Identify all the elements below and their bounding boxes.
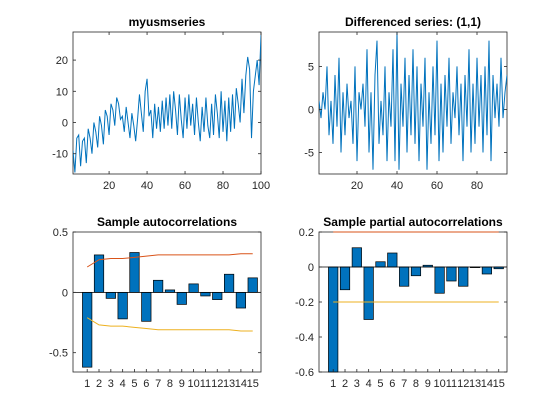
p4-xtick-label-14: 14: [481, 378, 493, 390]
p1-ytick-label: 0: [62, 118, 68, 130]
p4-bar-14: [481, 266, 492, 275]
p4-xtick-label-11: 11: [446, 378, 457, 390]
p2-series-line: [319, 32, 507, 170]
chart-sample-partial-autocorrelations: 1 2 3 4 5 6 7 8 9 10 11 12 13 14 15-0.6-0.4-0.200.2Sam…: [295, 215, 508, 390]
p3-xtick-label-7: 7: [155, 378, 161, 390]
p4-bar-6: [387, 252, 398, 268]
chart-myusmseries: 20 40 60 80 100 -10 0 10 20 myusmseries: [52, 15, 270, 192]
p4-title: Sample partial autocorrelations: [323, 215, 503, 229]
p4-xtick-label-7: 7: [401, 378, 407, 390]
p3-xtick-label-6: 6: [143, 378, 149, 390]
p3-title: Sample autocorrelations: [97, 215, 237, 229]
p3-xtick-label-12: 12: [211, 378, 223, 390]
p4-bar-2: [339, 266, 351, 291]
p4-ytick-label: -0.6: [295, 367, 314, 379]
p3-bar-12: [212, 291, 223, 300]
p1-ytick-label: 20: [56, 55, 68, 67]
p2-ytick-label: 5: [308, 61, 314, 73]
p1-xtick-label: 20: [103, 180, 115, 192]
p4-bar-1: [328, 266, 339, 373]
p3-bar-3: [105, 291, 116, 299]
p4-ytick-label: -0.2: [295, 297, 314, 309]
p4-xtick-label-5: 5: [377, 378, 383, 390]
p3-bar-1: [82, 291, 93, 368]
p1-axes-box: [72, 31, 262, 175]
p3-bar-11: [200, 291, 211, 297]
p1-title: myusmseries: [129, 15, 206, 29]
p3-bar-6: [141, 291, 152, 322]
p2-title: Differenced series: (1,1): [345, 15, 481, 29]
p3-lower-confidence-bound: [86, 317, 253, 332]
p3-bar-14: [235, 291, 246, 309]
p3-bar-4: [117, 291, 128, 320]
p1-ytick-label: -10: [52, 149, 68, 161]
p4-bar-12: [458, 266, 469, 287]
p2-xtick-label: 60: [431, 180, 443, 192]
p4-ytick-label: 0: [308, 262, 314, 274]
p3-bar-5: [129, 252, 140, 293]
p1-ytick-label: 10: [56, 86, 68, 98]
p3-xtick-label-3: 3: [108, 378, 114, 390]
p3-xtick-label-9: 9: [179, 378, 185, 390]
p3-xtick-label-2: 2: [96, 378, 102, 390]
p4-bar-7: [399, 266, 410, 287]
p4-xtick-label-8: 8: [413, 378, 419, 390]
p3-bar-7: [153, 279, 164, 293]
p4-xtick-label-9: 9: [425, 378, 431, 390]
p2-ytick-label: 0: [308, 104, 314, 116]
p3-xtick-label-11: 11: [200, 378, 211, 390]
p4-xtick-label-2: 2: [342, 378, 348, 390]
p1-xtick-label: 80: [217, 180, 229, 192]
p3-xtick-label-15: 15: [247, 378, 259, 390]
chart-differenced-series: 20 40 60 80 -5 0 5 Differenced series: (1,1): [304, 15, 508, 192]
p3-xtick-label-5: 5: [131, 378, 137, 390]
p4-bar-4: [363, 266, 374, 320]
p4-bar-10: [434, 266, 445, 294]
p4-xtick-label-4: 4: [366, 378, 372, 390]
p3-bar-10: [188, 283, 199, 293]
p3-axes-box: [72, 231, 262, 373]
p4-ytick-label: 0.2: [299, 227, 314, 239]
p2-ytick-label: -5: [304, 147, 314, 159]
p3-xtick-label-10: 10: [187, 378, 199, 390]
p2-xtick-label: 40: [391, 180, 403, 192]
p1-xtick-label: 60: [179, 180, 191, 192]
p3-bar-13: [224, 273, 235, 293]
p3-xtick-label-8: 8: [167, 378, 173, 390]
p4-bar-5: [375, 261, 386, 268]
p3-bar-15: [247, 277, 258, 293]
p2-xtick-label: 20: [351, 180, 363, 192]
p3-upper-confidence-bound: [86, 253, 253, 268]
p4-xtick-label-10: 10: [433, 378, 445, 390]
p4-xtick-label-12: 12: [457, 378, 469, 390]
p1-xtick-label: 40: [141, 180, 153, 192]
p1-series-line: [73, 35, 261, 173]
p3-xtick-label-14: 14: [235, 378, 247, 390]
p4-xtick-label-6: 6: [389, 378, 395, 390]
p3-xtick-label-13: 13: [223, 378, 235, 390]
p3-ytick-label: 0: [62, 287, 68, 299]
p4-ytick-label: -0.4: [295, 332, 314, 344]
p4-xtick-label-1: 1: [330, 378, 336, 390]
p2-xtick-label: 80: [471, 180, 483, 192]
p1-xtick-label: 100: [252, 180, 270, 192]
p3-xtick-label-4: 4: [120, 378, 126, 390]
p4-bar-3: [351, 247, 362, 268]
p3-ytick-label: -0.5: [49, 348, 68, 360]
p3-ytick-label: 0.5: [53, 227, 68, 239]
p4-bar-11: [446, 266, 457, 282]
p4-xtick-label-15: 15: [493, 378, 505, 390]
p4-bar-8: [410, 266, 422, 277]
p3-bar-9: [176, 291, 187, 305]
p4-xtick-label-13: 13: [469, 378, 481, 390]
p3-xtick-label-1: 1: [84, 378, 90, 390]
p4-xtick-label-3: 3: [354, 378, 360, 390]
p3-bar-2: [93, 254, 105, 293]
